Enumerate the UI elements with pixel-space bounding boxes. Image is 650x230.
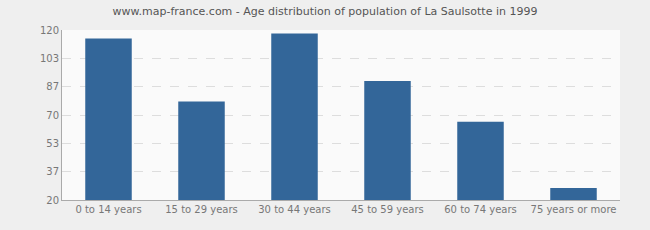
svg-text:75 years or more: 75 years or more <box>531 204 617 215</box>
svg-text:www.map-france.com - Age distr: www.map-france.com - Age distribution of… <box>113 5 538 18</box>
svg-text:15 to 29 years: 15 to 29 years <box>165 204 238 215</box>
svg-text:87: 87 <box>46 81 59 92</box>
svg-text:103: 103 <box>40 53 59 64</box>
svg-text:37: 37 <box>46 166 59 177</box>
svg-text:20: 20 <box>46 195 59 206</box>
svg-text:70: 70 <box>46 110 59 121</box>
svg-text:0 to 14 years: 0 to 14 years <box>75 204 141 215</box>
svg-text:60 to 74 years: 60 to 74 years <box>444 204 517 215</box>
svg-text:30 to 44 years: 30 to 44 years <box>258 204 331 215</box>
svg-text:120: 120 <box>40 25 59 36</box>
svg-text:53: 53 <box>46 138 59 149</box>
svg-text:45 to 59 years: 45 to 59 years <box>351 204 424 215</box>
